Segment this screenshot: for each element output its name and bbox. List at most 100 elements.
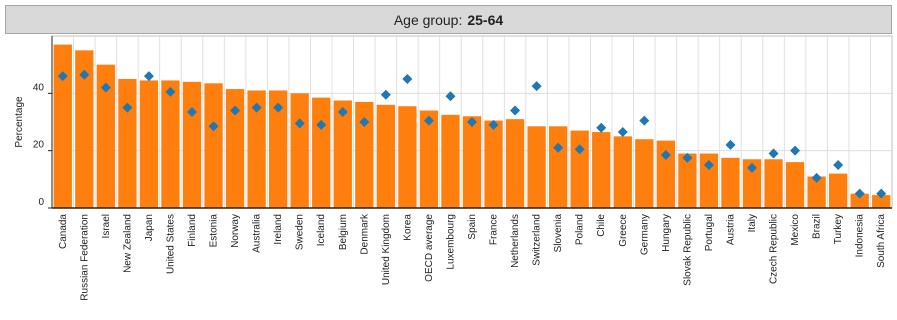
x-tick-label: Germany [639, 214, 650, 255]
marker-point [208, 121, 219, 132]
bar [225, 89, 245, 208]
x-tick-label: Switzerland [532, 214, 543, 266]
marker-point [510, 105, 521, 116]
x-tick-label: Finland [187, 214, 198, 247]
bar [699, 153, 719, 208]
x-tick-label: New Zealand [122, 214, 133, 273]
x-tick-label: Netherlands [510, 214, 521, 268]
marker-point [143, 71, 154, 82]
x-tick-label: Russian Federation [79, 214, 90, 301]
x-tick-label: Norway [230, 214, 241, 248]
y-tick-label: 20 [33, 140, 45, 151]
bar [398, 106, 417, 208]
bar [247, 90, 266, 208]
bar [118, 79, 137, 208]
x-tick-label: Italy [747, 214, 758, 232]
marker-point [467, 117, 477, 127]
bar [419, 110, 439, 208]
bar [635, 139, 654, 208]
bar [549, 126, 568, 208]
marker-point [273, 102, 284, 113]
bar [484, 120, 503, 208]
x-tick-label: Iceland [316, 214, 327, 246]
bar [505, 119, 525, 208]
marker-point [380, 89, 391, 100]
marker-point [833, 160, 844, 170]
marker-point [423, 115, 434, 126]
bar [161, 80, 180, 208]
bar [829, 173, 848, 208]
y-tick-label: 0 [38, 197, 44, 208]
bar [96, 64, 115, 209]
bar [613, 136, 632, 208]
marker-point [488, 119, 499, 130]
bar [807, 176, 826, 208]
marker-point [854, 188, 865, 199]
x-tick-label: France [489, 214, 500, 246]
marker-point [574, 144, 585, 155]
bar [376, 104, 395, 208]
marker-point [703, 160, 714, 170]
bar [850, 193, 869, 208]
bar [527, 126, 546, 208]
x-tick-label: Czech Republic [769, 214, 780, 284]
marker-point [811, 172, 822, 183]
bar [441, 114, 460, 208]
bar [269, 90, 288, 208]
x-tick-label: Australia [252, 214, 263, 253]
x-tick-label: Indonesia [855, 214, 866, 258]
x-tick-label: Israel [101, 214, 112, 238]
bar [785, 162, 805, 208]
x-tick-label: Brazil [812, 214, 823, 239]
marker-point [165, 86, 176, 97]
x-tick-label: Estonia [209, 214, 220, 248]
bar [139, 80, 159, 208]
marker-point [553, 142, 564, 153]
marker-point [100, 82, 111, 93]
bar [53, 44, 72, 208]
marker-point [359, 117, 370, 127]
bar [721, 157, 740, 208]
marker-point [445, 91, 456, 102]
marker-point [251, 102, 262, 113]
marker-point [639, 115, 650, 126]
bar [656, 140, 675, 208]
x-tick-label: Austria [725, 214, 736, 246]
x-tick-label: Korea [402, 214, 413, 241]
marker-point [79, 69, 90, 80]
bar [462, 116, 482, 208]
marker-point [768, 148, 779, 159]
bar [290, 93, 309, 208]
bar [678, 153, 697, 208]
bar [333, 100, 352, 208]
x-tick-label: United Kingdom [381, 214, 392, 285]
x-tick-label: Denmark [359, 213, 370, 255]
x-tick-label: Ireland [273, 214, 284, 245]
marker-point [122, 102, 133, 113]
marker-point [294, 118, 305, 129]
x-tick-label: Slovak Republic [682, 214, 693, 286]
marker-point [531, 81, 542, 92]
y-tick-label: 40 [33, 82, 45, 93]
x-tick-label: Slovenia [553, 214, 564, 253]
marker-point [230, 105, 241, 116]
y-axis-label: Percentage [14, 96, 25, 148]
bar [204, 83, 223, 208]
x-tick-label: Poland [575, 214, 586, 245]
x-tick-label: Mexico [790, 214, 801, 246]
bar [764, 159, 783, 208]
bar [570, 130, 589, 208]
marker-point [187, 106, 197, 117]
x-tick-label: Luxembourg [445, 214, 456, 270]
marker-point [596, 122, 607, 133]
x-tick-label: Portugal [704, 214, 715, 251]
x-tick-label: Japan [144, 214, 155, 241]
x-tick-label: Canada [58, 214, 69, 249]
marker-point [617, 127, 628, 138]
x-tick-label: OECD average [424, 214, 435, 282]
bar [75, 50, 94, 209]
marker-point [790, 145, 801, 156]
bar [355, 101, 374, 208]
marker-point [876, 188, 887, 199]
